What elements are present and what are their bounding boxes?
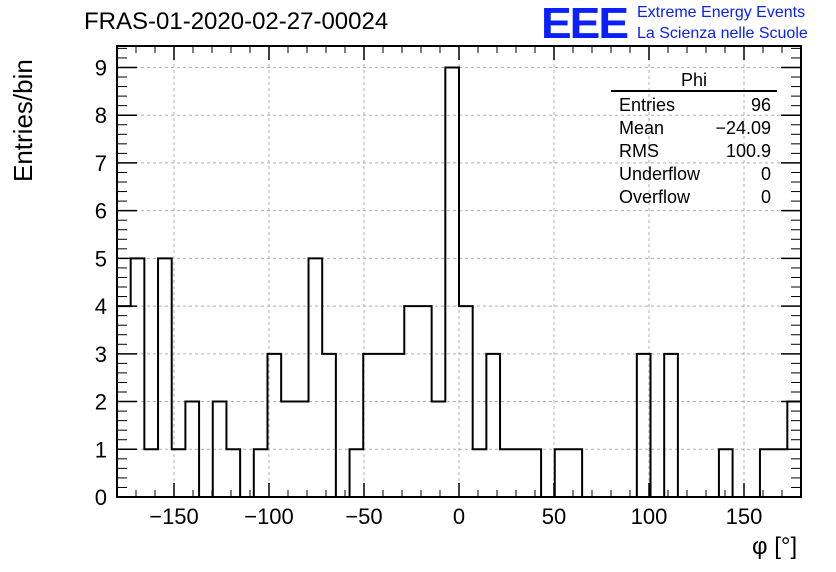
y-tick-label: 8 bbox=[95, 103, 107, 128]
x-tick-label: −150 bbox=[149, 504, 199, 529]
y-tick-label: 6 bbox=[95, 199, 107, 224]
stats-label: RMS bbox=[619, 141, 659, 161]
y-tick-label: 0 bbox=[95, 485, 107, 510]
stats-row-rms: RMS 100.9 bbox=[611, 140, 777, 163]
x-axis-label: φ [°] bbox=[752, 533, 798, 560]
logo-subtitle-2: La Scienza nelle Scuole bbox=[637, 25, 808, 42]
plot-frame bbox=[116, 45, 802, 498]
y-tick-label: 9 bbox=[95, 55, 107, 80]
stats-row-underflow: Underflow 0 bbox=[611, 163, 777, 186]
stats-value: −24.09 bbox=[715, 118, 771, 138]
x-tick-label: 100 bbox=[631, 504, 668, 529]
y-axis-label: Entries/bin bbox=[8, 59, 39, 182]
stats-value: 0 bbox=[760, 164, 771, 184]
stats-label: Mean bbox=[619, 118, 665, 138]
stats-row-mean: Mean −24.09 bbox=[611, 117, 777, 140]
y-tick-label: 1 bbox=[95, 437, 107, 462]
y-tick-label: 2 bbox=[95, 390, 107, 415]
run-title: FRAS-01-2020-02-27-00024 bbox=[84, 8, 389, 35]
y-axis-label-text: Entries/bin bbox=[8, 59, 38, 182]
x-tick-label: −50 bbox=[345, 504, 382, 529]
stats-value: 96 bbox=[750, 95, 771, 115]
x-tick-label: 50 bbox=[542, 504, 566, 529]
x-tick-label: −100 bbox=[244, 504, 294, 529]
stats-row-overflow: Overflow 0 bbox=[611, 186, 777, 209]
x-tick-label: 150 bbox=[726, 504, 763, 529]
stats-box: Phi Entries 96 Mean −24.09 RMS 100.9 Und… bbox=[611, 70, 777, 209]
eee-logo: EEE bbox=[541, 0, 629, 48]
y-tick-label: 5 bbox=[95, 246, 107, 271]
x-tick-labels: −150 −100 −50 0 50 100 150 bbox=[149, 504, 762, 529]
stats-value: 100.9 bbox=[725, 141, 771, 161]
axis-ticks bbox=[117, 46, 801, 498]
histogram-outline bbox=[116, 66, 802, 498]
stats-value: 0 bbox=[760, 187, 771, 207]
y-tick-label: 3 bbox=[95, 342, 107, 367]
stats-label: Entries bbox=[619, 95, 676, 115]
y-tick-label: 7 bbox=[95, 151, 107, 176]
stats-label: Overflow bbox=[619, 187, 691, 207]
stats-label: Underflow bbox=[619, 164, 701, 184]
x-tick-label: 0 bbox=[453, 504, 465, 529]
y-tick-labels: 0 1 2 3 4 5 6 7 8 9 bbox=[95, 55, 107, 510]
logo-subtitle-1: Extreme Energy Events bbox=[637, 4, 806, 21]
stats-title: Phi bbox=[611, 70, 777, 92]
y-tick-label: 4 bbox=[95, 294, 107, 319]
stats-row-entries: Entries 96 bbox=[611, 94, 777, 117]
